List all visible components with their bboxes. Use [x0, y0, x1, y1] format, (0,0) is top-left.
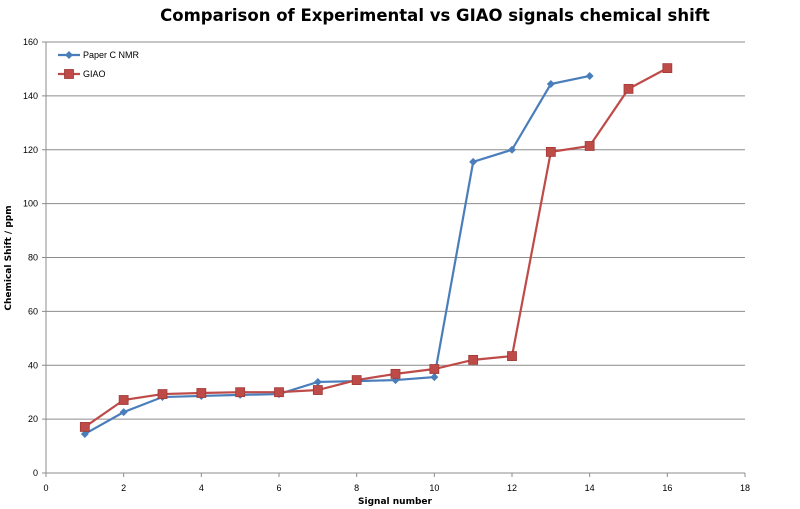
data-point	[585, 71, 594, 80]
data-point	[118, 395, 129, 405]
data-point	[430, 373, 439, 382]
data-point	[662, 63, 673, 74]
series-paper-c-nmr	[80, 71, 594, 438]
x-tick-label: 2	[121, 483, 126, 493]
data-point	[65, 51, 73, 59]
data-point	[508, 145, 516, 154]
x-tick-label: 8	[354, 483, 359, 493]
y-tick-label: 20	[28, 414, 38, 424]
data-point	[274, 387, 284, 398]
data-point	[235, 387, 246, 398]
x-tick-label: 16	[662, 483, 672, 493]
series-line	[84, 74, 590, 435]
data-point	[79, 422, 90, 432]
data-point	[196, 388, 207, 398]
x-tick-label: 0	[43, 483, 48, 493]
x-tick-label: 12	[507, 483, 517, 493]
data-point	[623, 83, 634, 94]
series-giao	[79, 63, 673, 432]
data-point	[157, 389, 168, 399]
y-axis-label: Chemical Shift / ppm	[4, 205, 14, 310]
data-point	[429, 364, 440, 374]
data-point	[312, 385, 323, 395]
data-point	[390, 368, 401, 379]
legend-item: Paper C NMR	[58, 50, 140, 60]
y-tick-label: 140	[23, 91, 38, 101]
y-tick-label: 0	[33, 468, 38, 478]
y-tick-label: 120	[23, 145, 38, 155]
series-line	[84, 67, 668, 428]
data-point	[545, 147, 556, 157]
data-point	[584, 141, 595, 151]
legend-label: Paper C NMR	[83, 50, 140, 60]
data-point	[119, 408, 128, 417]
data-point	[469, 157, 478, 166]
data-point	[80, 429, 89, 438]
data-point	[507, 351, 517, 361]
x-tick-label: 6	[276, 483, 281, 493]
data-point	[546, 80, 555, 89]
y-tick-label: 100	[23, 199, 38, 209]
x-axis-label: Signal number	[358, 497, 432, 507]
x-tick-label: 14	[585, 483, 595, 493]
legend-item: GIAO	[58, 69, 106, 79]
legend-label: GIAO	[83, 69, 106, 79]
data-point	[351, 375, 362, 385]
y-tick-label: 80	[28, 253, 38, 263]
x-tick-label: 10	[429, 483, 439, 493]
y-tick-label: 40	[28, 360, 38, 370]
y-tick-label: 60	[28, 306, 38, 316]
data-point	[468, 354, 479, 365]
x-tick-label: 4	[199, 483, 204, 493]
data-point	[313, 377, 322, 386]
chart-title: Comparison of Experimental vs GIAO signa…	[160, 6, 710, 25]
y-tick-label: 160	[23, 37, 38, 47]
x-tick-label: 18	[740, 483, 750, 493]
data-point	[64, 69, 74, 79]
